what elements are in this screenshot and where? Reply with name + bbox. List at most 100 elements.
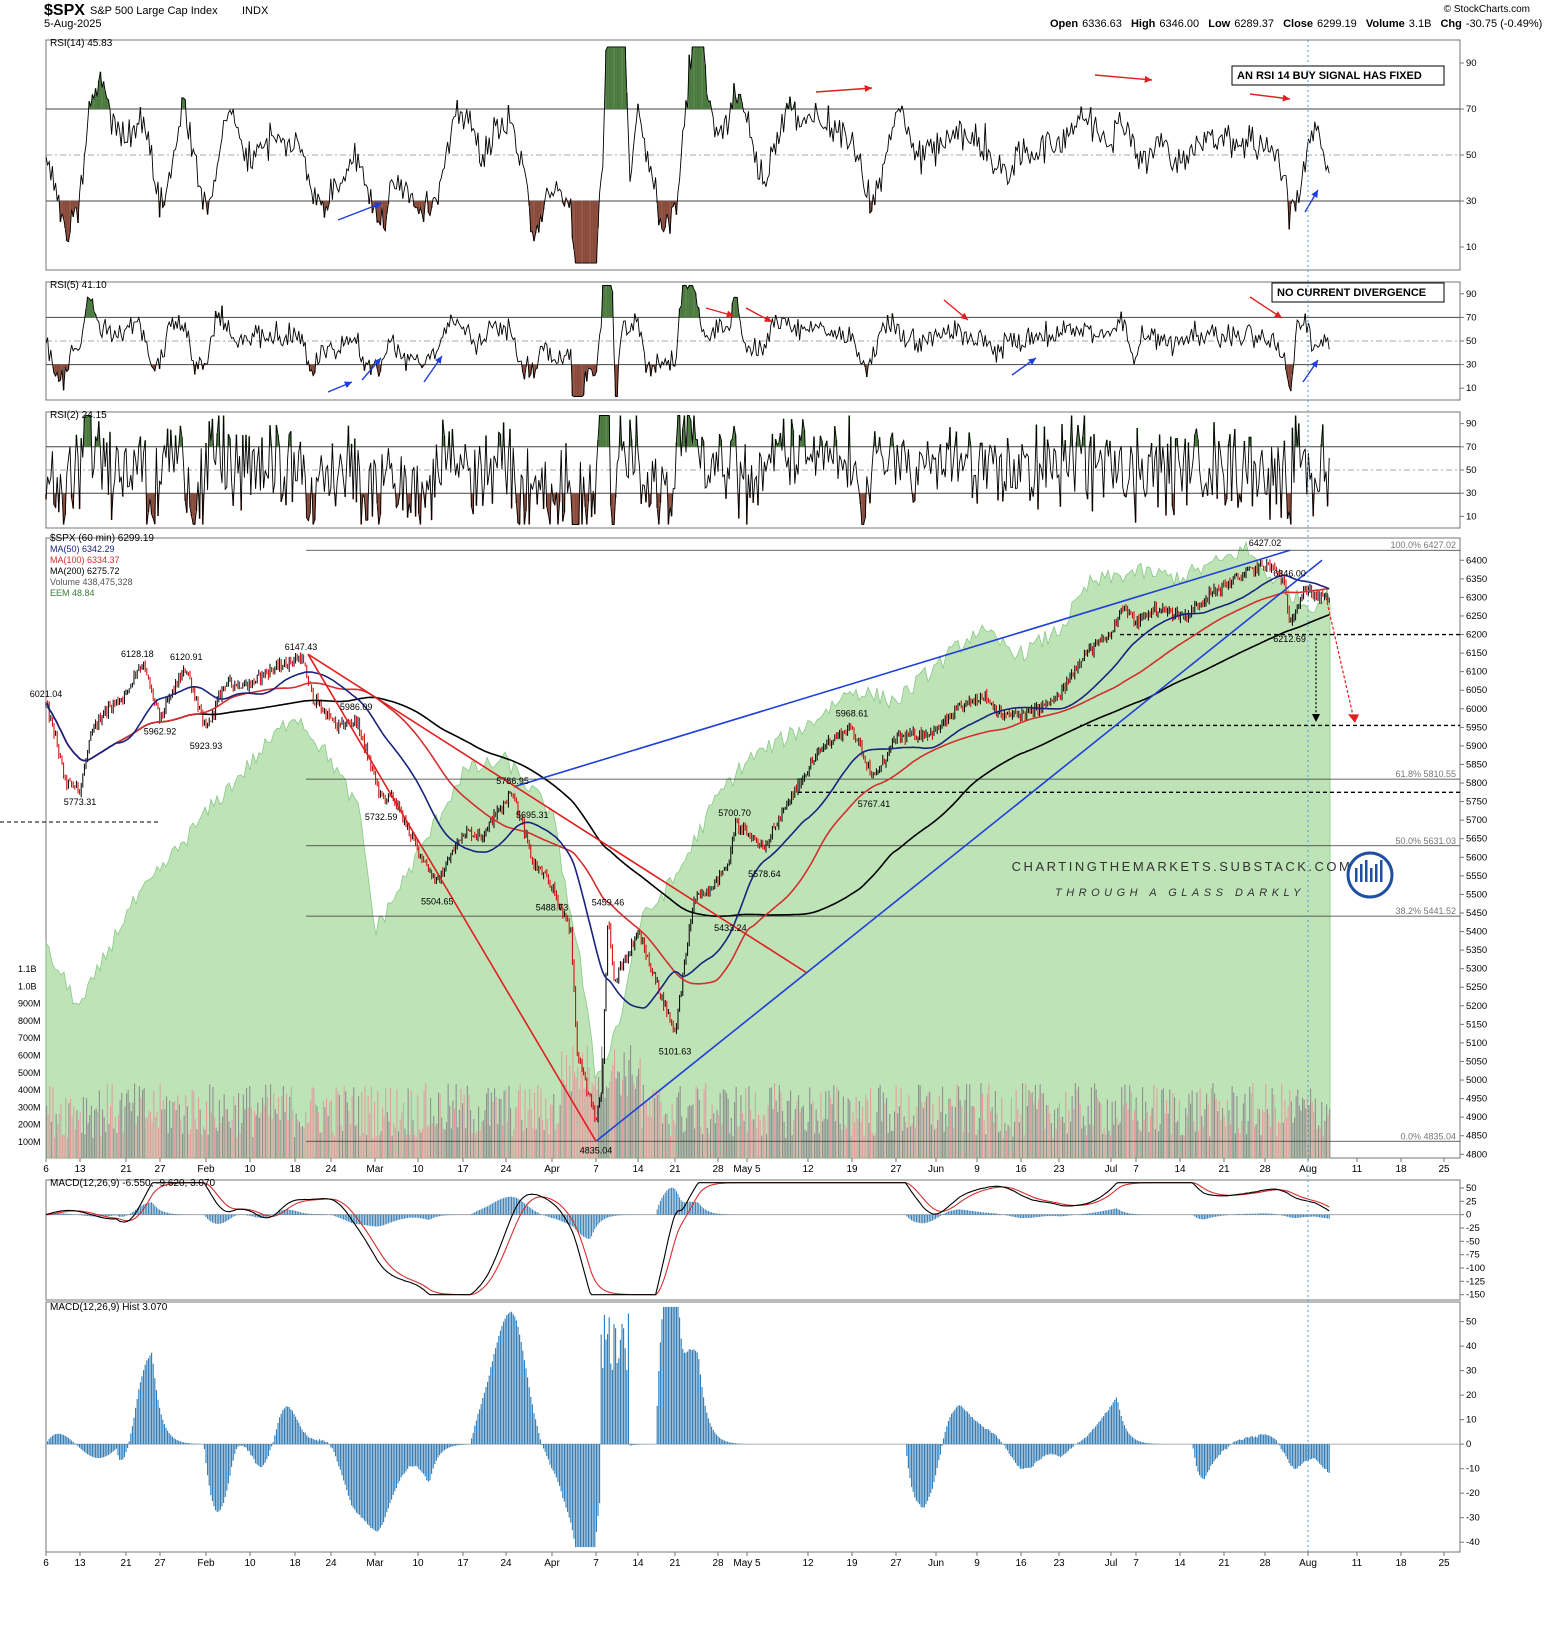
volume-bar — [194, 1118, 196, 1158]
volume-bar — [1105, 1134, 1107, 1158]
macd-y-tick: -125 — [1466, 1276, 1485, 1287]
volume-bar — [836, 1086, 838, 1158]
volume-bar — [807, 1122, 809, 1158]
price-y-tick: 5350 — [1466, 945, 1487, 956]
volume-bar — [554, 1129, 556, 1158]
chart-index-name: S&P 500 Large Cap Index — [90, 5, 218, 17]
volume-bar — [418, 1129, 420, 1158]
volume-bar — [1254, 1126, 1256, 1158]
volume-bar — [774, 1083, 776, 1158]
volume-bar — [295, 1113, 297, 1158]
volume-bar — [178, 1104, 180, 1158]
hist-y-tick: 0 — [1466, 1439, 1471, 1450]
divergence-arrowhead — [864, 85, 872, 92]
volume-bar — [708, 1134, 710, 1158]
volume-bar — [130, 1111, 132, 1158]
volume-bar — [812, 1100, 814, 1158]
volume-bar — [1329, 1108, 1331, 1158]
volume-bar — [54, 1137, 56, 1158]
volume-bar — [202, 1126, 204, 1158]
chart-panels: 100.0% 6427.02 61.8% 5810.55 50.0% 5631.03… — [0, 38, 1487, 1569]
volume-bar — [158, 1127, 160, 1158]
logo-bar — [1375, 864, 1378, 882]
volume-bar — [410, 1090, 412, 1158]
macd-hist-panel: MACD(12,26,9) Hist 3.070 50 40 30 20 10 0 -10 -2… — [43, 1302, 1480, 1569]
macd-title: MACD(12,26,9) -6.550, -9.620, 3.070 — [50, 1178, 216, 1189]
volume-bar — [1153, 1085, 1155, 1158]
volume-bar — [1071, 1095, 1073, 1158]
volume-bar — [1074, 1083, 1076, 1158]
volume-bar — [238, 1093, 240, 1158]
volume-bar — [1023, 1134, 1025, 1158]
volume-bar — [177, 1095, 179, 1158]
volume-bar — [439, 1093, 441, 1158]
volume-bar — [1297, 1089, 1299, 1158]
rsi-y-tick: 70 — [1466, 104, 1477, 115]
volume-bar — [220, 1123, 222, 1158]
volume-bar — [495, 1097, 497, 1158]
volume-bar — [818, 1133, 820, 1158]
volume-bar — [1030, 1093, 1032, 1158]
volume-bar — [442, 1128, 444, 1158]
volume-bar — [702, 1133, 704, 1158]
volume-bar — [234, 1105, 236, 1158]
volume-bar — [254, 1111, 256, 1158]
volume-bar — [612, 1065, 614, 1158]
volume-bar — [398, 1131, 400, 1158]
volume-bar — [258, 1117, 260, 1158]
volume-bar — [1020, 1114, 1022, 1158]
volume-bar — [265, 1084, 267, 1158]
volume-bar — [324, 1107, 326, 1158]
volume-bar — [294, 1137, 296, 1158]
volume-bar — [490, 1092, 492, 1158]
volume-bar — [1086, 1135, 1088, 1158]
volume-bar — [809, 1087, 811, 1158]
volume-bar — [654, 1098, 656, 1158]
macd-y-tick: 0 — [1466, 1210, 1471, 1221]
volume-bar — [562, 1079, 564, 1158]
volume-bar — [806, 1131, 808, 1158]
volume-bar — [518, 1090, 520, 1158]
volume-bar — [1231, 1086, 1233, 1158]
volume-bar — [52, 1087, 54, 1158]
volume-bar — [454, 1108, 456, 1158]
volume-bar — [534, 1092, 536, 1158]
x-tick-label: 10 — [412, 1164, 424, 1175]
volume-bar — [362, 1132, 364, 1158]
volume-bar — [306, 1123, 308, 1158]
volume-bar — [946, 1126, 948, 1158]
volume-bar — [282, 1086, 284, 1158]
volume-bar — [332, 1131, 334, 1158]
volume-bar — [1103, 1128, 1105, 1158]
volume-bar — [727, 1098, 729, 1158]
ma200-line — [45, 614, 1330, 918]
volume-bar — [719, 1092, 721, 1158]
volume-bar — [1265, 1084, 1267, 1158]
volume-bar — [1262, 1109, 1264, 1158]
trendline-red-1 — [307, 653, 597, 1142]
volume-bar — [151, 1121, 153, 1158]
volume-bar — [140, 1097, 142, 1158]
volume-bar — [1316, 1129, 1318, 1158]
volume-bar — [1198, 1131, 1200, 1158]
volume-bar — [513, 1128, 515, 1158]
volume-bar — [751, 1118, 753, 1158]
volume-bar — [81, 1132, 83, 1158]
volume-bar — [314, 1103, 316, 1158]
volume-bar — [916, 1106, 918, 1158]
volume-bar — [961, 1106, 963, 1158]
volume-bar — [231, 1119, 233, 1158]
volume-bar — [922, 1108, 924, 1158]
volume-bar — [934, 1129, 936, 1158]
volume-y-tick: 100M — [18, 1137, 41, 1147]
bottom-x-tick-label: 18 — [1395, 1558, 1407, 1569]
price-y-tick: 5750 — [1466, 797, 1487, 808]
volume-bar — [620, 1095, 622, 1158]
volume-bar — [190, 1129, 192, 1158]
volume-bar — [889, 1113, 891, 1158]
price-label: 5732.59 — [365, 812, 398, 822]
rsi-y-tick: 10 — [1466, 511, 1477, 522]
price-label: 5923.93 — [190, 741, 223, 751]
volume-bar — [412, 1119, 414, 1158]
macd-y-tick: -75 — [1466, 1250, 1480, 1261]
